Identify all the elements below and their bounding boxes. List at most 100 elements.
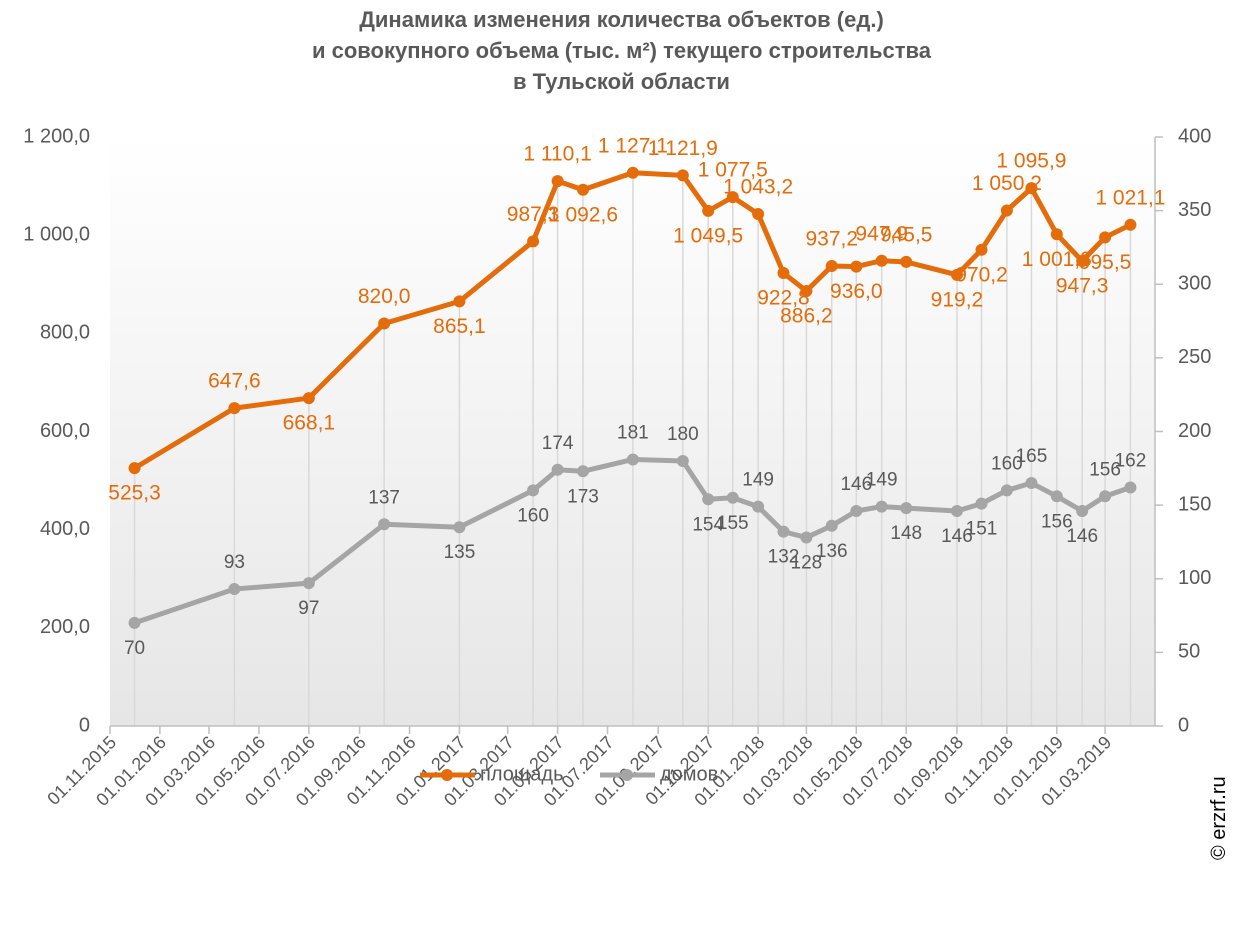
data-label: 1 121,9 bbox=[648, 137, 718, 160]
data-label: 922,8 bbox=[757, 287, 810, 310]
marker bbox=[576, 183, 589, 196]
data-label: 820,0 bbox=[358, 285, 411, 308]
y-tick-label: 0 bbox=[79, 714, 90, 736]
marker bbox=[800, 285, 813, 298]
data-label: 1 043,2 bbox=[723, 176, 793, 199]
marker bbox=[527, 484, 540, 497]
data-label: 987,3 bbox=[507, 203, 560, 226]
data-label: 97 bbox=[298, 598, 319, 619]
data-label: 156 bbox=[1089, 459, 1121, 480]
marker bbox=[551, 175, 564, 188]
marker bbox=[302, 392, 315, 405]
marker bbox=[875, 254, 888, 267]
data-label: 180 bbox=[667, 424, 699, 445]
data-label: 165 bbox=[1016, 446, 1048, 467]
y-tick-label: 1 000,0 bbox=[23, 223, 90, 245]
data-label: 160 bbox=[517, 505, 549, 526]
data-label: 668,1 bbox=[283, 412, 336, 435]
marker bbox=[825, 259, 838, 272]
marker bbox=[1050, 228, 1063, 241]
marker bbox=[950, 505, 963, 518]
data-label: 970,2 bbox=[955, 263, 1008, 286]
marker bbox=[850, 260, 863, 273]
data-label: 919,2 bbox=[931, 288, 984, 311]
y-tick-label: 600,0 bbox=[40, 420, 90, 442]
y-tick-label: 400,0 bbox=[40, 518, 90, 540]
data-label: 151 bbox=[966, 519, 998, 540]
data-label: 146 bbox=[840, 474, 872, 495]
marker bbox=[676, 454, 689, 467]
marker bbox=[1124, 218, 1137, 231]
y2-tick-label: 0 bbox=[1178, 714, 1189, 736]
data-label: 181 bbox=[617, 422, 649, 443]
marker bbox=[453, 521, 466, 534]
data-label: 137 bbox=[368, 487, 400, 508]
y2-tick-label: 150 bbox=[1178, 493, 1211, 515]
data-label: 156 bbox=[1041, 511, 1073, 532]
marker bbox=[975, 243, 988, 256]
data-label: 1 001,8 bbox=[1022, 248, 1092, 271]
marker bbox=[576, 465, 589, 478]
data-label: 149 bbox=[742, 470, 774, 491]
legend-marker bbox=[621, 769, 633, 781]
marker bbox=[825, 519, 838, 532]
y-tick-label: 1 200,0 bbox=[23, 125, 90, 147]
data-label: 945,5 bbox=[880, 223, 933, 246]
data-label: 886,2 bbox=[780, 305, 833, 328]
data-label: 1 127,1 bbox=[598, 134, 668, 157]
marker bbox=[1025, 477, 1038, 490]
marker bbox=[875, 500, 888, 513]
marker bbox=[228, 583, 241, 596]
data-label: 865,1 bbox=[433, 315, 486, 338]
data-label: 70 bbox=[124, 638, 145, 659]
data-label: 146 bbox=[1066, 526, 1098, 547]
y2-tick-label: 300 bbox=[1178, 273, 1211, 295]
marker bbox=[1076, 255, 1089, 268]
data-label: 174 bbox=[542, 433, 574, 454]
data-label: 173 bbox=[567, 486, 599, 507]
marker bbox=[378, 518, 391, 531]
data-label: 936,0 bbox=[830, 280, 883, 303]
marker bbox=[1050, 490, 1063, 503]
marker bbox=[702, 204, 715, 217]
data-label: 647,6 bbox=[208, 370, 261, 393]
marker bbox=[128, 462, 141, 475]
marker bbox=[551, 463, 564, 476]
chart-title: Динамика изменения количества объектов (… bbox=[312, 7, 931, 94]
marker bbox=[726, 191, 739, 204]
marker bbox=[1025, 182, 1038, 195]
data-label: 1 049,5 bbox=[673, 224, 743, 247]
data-label: 136 bbox=[816, 541, 848, 562]
marker bbox=[975, 497, 988, 510]
marker bbox=[950, 268, 963, 281]
marker bbox=[850, 505, 863, 518]
marker bbox=[900, 255, 913, 268]
marker bbox=[527, 235, 540, 248]
y2-tick-label: 350 bbox=[1178, 199, 1211, 221]
data-label: 1 050,2 bbox=[972, 172, 1042, 195]
data-label: 525,3 bbox=[108, 482, 161, 505]
marker bbox=[702, 493, 715, 506]
marker bbox=[1076, 505, 1089, 518]
data-label: 155 bbox=[717, 513, 749, 534]
y2-tick-label: 400 bbox=[1178, 125, 1211, 147]
data-label: 93 bbox=[224, 552, 245, 573]
data-label: 160 bbox=[991, 453, 1023, 474]
y2-tick-label: 200 bbox=[1178, 420, 1211, 442]
data-label: 148 bbox=[890, 523, 922, 544]
data-label: 947,3 bbox=[1056, 275, 1109, 298]
marker bbox=[1099, 490, 1112, 503]
marker bbox=[378, 317, 391, 330]
marker bbox=[1099, 231, 1112, 244]
y-tick-label: 800,0 bbox=[40, 322, 90, 344]
data-label: 128 bbox=[791, 553, 823, 574]
marker bbox=[453, 295, 466, 308]
copyright: © erzrf.ru bbox=[1208, 776, 1230, 860]
marker bbox=[752, 207, 765, 220]
data-label: 1 095,9 bbox=[996, 150, 1066, 173]
y2-tick-label: 100 bbox=[1178, 567, 1211, 589]
legend-label: домов bbox=[660, 763, 718, 785]
marker bbox=[676, 169, 689, 182]
